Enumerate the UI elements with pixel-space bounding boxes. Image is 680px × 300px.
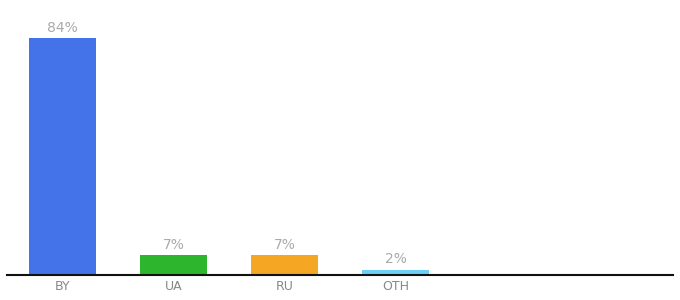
Bar bbox=[29, 38, 96, 275]
Bar bbox=[140, 255, 207, 275]
Bar bbox=[362, 269, 429, 275]
Text: 2%: 2% bbox=[385, 252, 407, 266]
Bar bbox=[251, 255, 318, 275]
Text: 84%: 84% bbox=[47, 21, 78, 34]
Text: 7%: 7% bbox=[273, 238, 295, 252]
Text: 7%: 7% bbox=[163, 238, 184, 252]
